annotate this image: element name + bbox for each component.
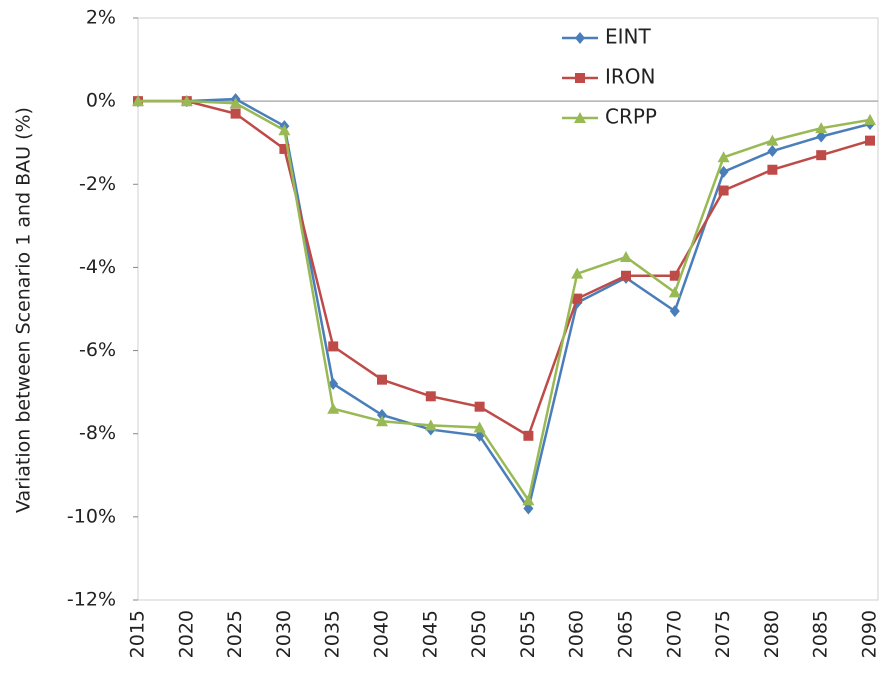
point bbox=[278, 124, 291, 136]
point bbox=[865, 135, 875, 146]
y-tick-label: 2% bbox=[86, 7, 116, 29]
point bbox=[816, 150, 827, 161]
point bbox=[229, 97, 242, 109]
legend-label: IRON bbox=[605, 65, 656, 89]
point bbox=[377, 409, 387, 422]
point bbox=[425, 391, 436, 402]
y-tick-label: 0% bbox=[86, 90, 116, 112]
y-tick-label: -8% bbox=[79, 422, 116, 444]
point bbox=[864, 113, 876, 125]
x-tick-label: 2035 bbox=[322, 610, 344, 658]
point bbox=[377, 374, 387, 385]
point bbox=[668, 286, 681, 298]
point bbox=[327, 402, 340, 414]
point bbox=[717, 151, 730, 163]
point bbox=[571, 267, 584, 279]
point bbox=[180, 95, 193, 107]
point bbox=[815, 122, 828, 134]
point bbox=[523, 430, 534, 441]
y-axis-label: Variation between Scenario 1 and BAU (%) bbox=[13, 107, 35, 513]
point bbox=[328, 341, 339, 352]
y-tick-label: -6% bbox=[79, 339, 116, 361]
point bbox=[132, 95, 144, 107]
legend-marker bbox=[575, 73, 585, 83]
x-tick-label: 2040 bbox=[371, 610, 393, 658]
plot-area bbox=[137, 17, 879, 601]
x-tick-label: 2015 bbox=[127, 610, 149, 658]
x-tick-label: 2070 bbox=[663, 610, 685, 658]
point bbox=[767, 145, 778, 158]
series-line bbox=[138, 97, 871, 512]
x-tick-label: 2085 bbox=[810, 610, 832, 658]
y-tick-label: -12% bbox=[67, 589, 116, 611]
point bbox=[522, 494, 535, 506]
point bbox=[816, 130, 827, 143]
point bbox=[572, 293, 583, 304]
x-tick-label: 2020 bbox=[175, 610, 197, 658]
x-tick-label: 2075 bbox=[712, 610, 734, 658]
legend-label: CRPP bbox=[605, 105, 657, 129]
y-tick-label: -4% bbox=[79, 256, 116, 278]
point bbox=[767, 164, 778, 175]
series-line bbox=[138, 99, 871, 504]
x-tick-label: 2080 bbox=[761, 610, 783, 658]
point bbox=[279, 143, 290, 154]
point bbox=[669, 305, 680, 318]
point bbox=[621, 270, 631, 281]
x-tick-label: 2090 bbox=[859, 610, 881, 658]
y-tick-label: -2% bbox=[79, 173, 116, 195]
x-tick-label: 2025 bbox=[224, 610, 246, 658]
legend-marker bbox=[574, 112, 586, 123]
point bbox=[473, 421, 486, 433]
point bbox=[718, 165, 729, 178]
x-tick-label: 2060 bbox=[566, 610, 588, 658]
x-tick-label: 2055 bbox=[517, 610, 539, 658]
x-tick-label: 2030 bbox=[273, 610, 295, 658]
x-tick-label: 2065 bbox=[615, 610, 637, 658]
point bbox=[669, 270, 680, 281]
point bbox=[620, 251, 632, 263]
point bbox=[328, 377, 339, 390]
series-line bbox=[138, 99, 871, 438]
point bbox=[718, 185, 729, 196]
x-tick-label: 2050 bbox=[468, 610, 490, 658]
legend-marker bbox=[575, 32, 585, 44]
point bbox=[376, 415, 388, 427]
x-tick-label: 2045 bbox=[419, 610, 441, 658]
point bbox=[766, 134, 779, 146]
point bbox=[474, 401, 485, 412]
point bbox=[230, 108, 241, 119]
y-tick-label: -10% bbox=[67, 505, 116, 527]
point bbox=[424, 419, 437, 431]
point bbox=[523, 502, 534, 515]
legend-label: EINT bbox=[605, 25, 651, 49]
